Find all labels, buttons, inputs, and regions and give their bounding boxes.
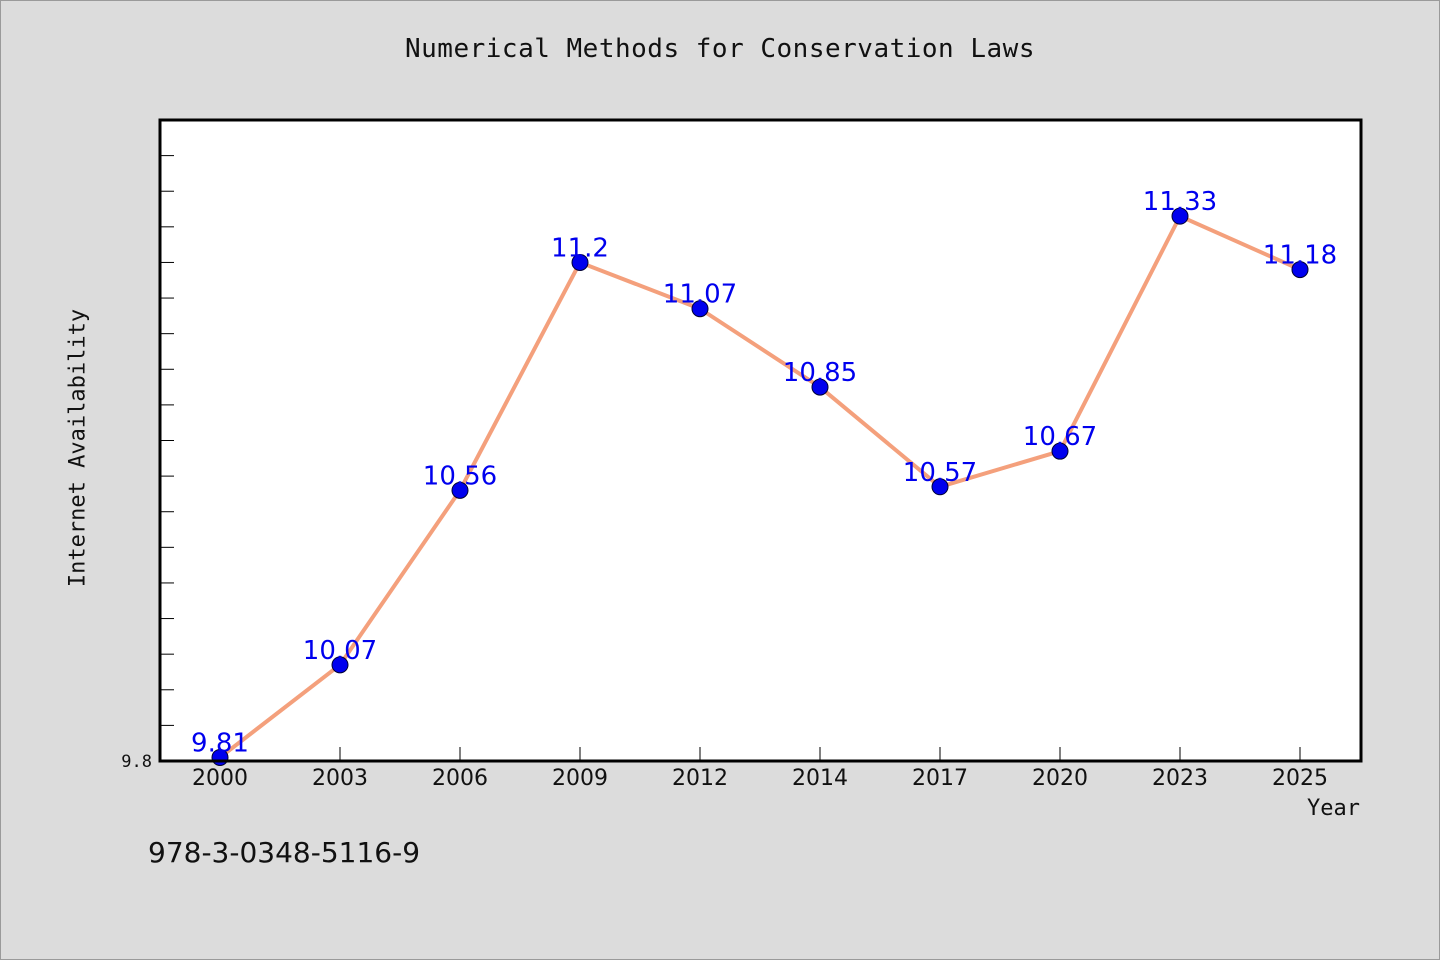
plot-area — [160, 120, 1361, 761]
x-tick-label: 2009 — [552, 766, 608, 791]
data-label: 9.81 — [191, 728, 249, 758]
data-point — [331, 656, 349, 674]
x-tick-label: 2012 — [672, 766, 728, 791]
x-tick-label: 2000 — [192, 766, 248, 791]
data-point — [811, 378, 829, 396]
x-tick-label: 2003 — [312, 766, 368, 791]
data-label: 11.33 — [1143, 187, 1217, 217]
data-label: 10.56 — [423, 461, 497, 491]
data-point — [1171, 207, 1189, 225]
x-axis-label: Year — [1307, 796, 1360, 821]
chart-title: Numerical Methods for Conservation Laws — [405, 34, 1035, 64]
data-point — [451, 481, 469, 499]
data-label: 10.85 — [783, 358, 857, 388]
x-tick-label: 2017 — [912, 766, 968, 791]
data-point — [1291, 261, 1309, 279]
data-label: 11.2 — [551, 233, 609, 263]
data-label: 10.57 — [903, 458, 977, 488]
isbn-text: 978-3-0348-5116-9 — [148, 836, 421, 869]
data-label: 10.67 — [1023, 422, 1097, 452]
data-label: 10.07 — [303, 636, 377, 666]
x-tick-label: 2023 — [1152, 766, 1208, 791]
y-tick-label: 9.8 — [121, 752, 152, 772]
plot-border — [158, 118, 1363, 763]
series-line — [218, 214, 1302, 760]
x-tick-label: 2014 — [792, 766, 848, 791]
data-label: 11.18 — [1263, 241, 1337, 271]
x-tick-label: 2025 — [1272, 766, 1328, 791]
x-axis-ticks: 2000 2003 2006 2009 2012 2014 2017 2020 2023 2025 — [192, 747, 1328, 791]
data-point — [1051, 442, 1069, 460]
x-tick-label: 2020 — [1032, 766, 1088, 791]
series-layer: 9.81 10.07 10.56 11.2 11.07 10.85 10.57 10.67 11… — [191, 187, 1337, 766]
data-point — [931, 478, 949, 496]
data-point — [691, 300, 709, 318]
data-point — [571, 253, 589, 271]
x-tick-label: 2006 — [432, 766, 488, 791]
y-axis-ticks: 9.8 — [121, 155, 174, 772]
data-label: 11.07 — [663, 280, 737, 310]
